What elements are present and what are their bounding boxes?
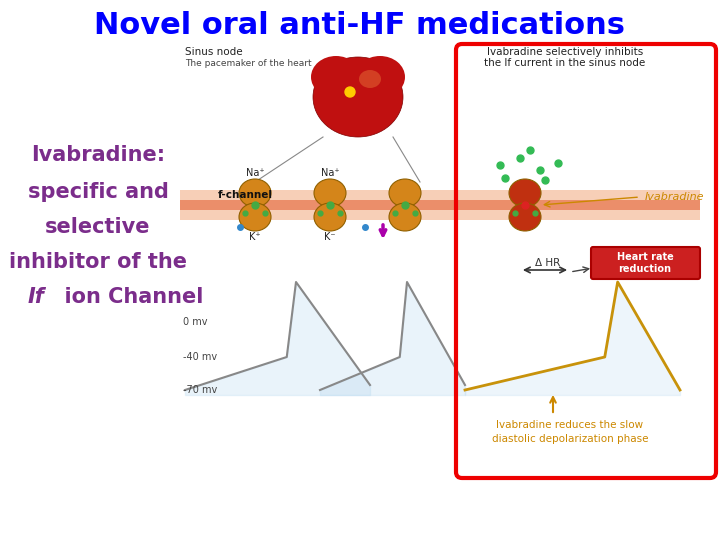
Ellipse shape	[355, 56, 405, 98]
Text: If: If	[28, 287, 45, 307]
Ellipse shape	[313, 57, 403, 137]
Ellipse shape	[311, 56, 361, 98]
Text: -70 mv: -70 mv	[183, 385, 217, 395]
Ellipse shape	[359, 70, 381, 88]
Text: Δ HR: Δ HR	[536, 258, 561, 268]
Text: The pacemaker of the heart: The pacemaker of the heart	[185, 58, 312, 68]
Text: Heart rate
reduction: Heart rate reduction	[616, 252, 673, 274]
Text: specific and: specific and	[27, 182, 168, 202]
Text: inhibitor of the: inhibitor of the	[9, 252, 187, 272]
Ellipse shape	[314, 179, 346, 207]
Text: Ivabradine: Ivabradine	[645, 192, 704, 202]
Text: Na⁺: Na⁺	[320, 168, 339, 178]
Text: f-channel: f-channel	[218, 190, 273, 200]
Circle shape	[345, 87, 355, 97]
Text: 0 mv: 0 mv	[183, 317, 207, 327]
Text: K⁻: K⁻	[324, 232, 336, 242]
Ellipse shape	[239, 203, 271, 231]
Text: Ivabradine selectively inhibits: Ivabradine selectively inhibits	[487, 47, 643, 57]
Text: the If current in the sinus node: the If current in the sinus node	[485, 58, 646, 68]
Text: selective: selective	[45, 217, 150, 237]
Text: -40 mv: -40 mv	[183, 352, 217, 362]
Text: Sinus node: Sinus node	[185, 47, 243, 57]
Bar	[180, 200, 700, 210]
FancyBboxPatch shape	[591, 247, 700, 279]
Ellipse shape	[314, 203, 346, 231]
Bar	[180, 210, 700, 220]
Ellipse shape	[509, 203, 541, 231]
Bar	[180, 190, 700, 200]
Text: Na⁺: Na⁺	[246, 168, 264, 178]
Text: Ivabradine reduces the slow
diastolic depolarization phase: Ivabradine reduces the slow diastolic de…	[492, 421, 648, 443]
Text: Novel oral anti-HF medications: Novel oral anti-HF medications	[94, 10, 626, 39]
Text: K⁺: K⁺	[249, 232, 261, 242]
Ellipse shape	[509, 179, 541, 207]
Text: ion Channel: ion Channel	[50, 287, 203, 307]
Ellipse shape	[389, 203, 421, 231]
Ellipse shape	[239, 179, 271, 207]
Text: Ivabradine:: Ivabradine:	[31, 145, 165, 165]
Ellipse shape	[389, 179, 421, 207]
